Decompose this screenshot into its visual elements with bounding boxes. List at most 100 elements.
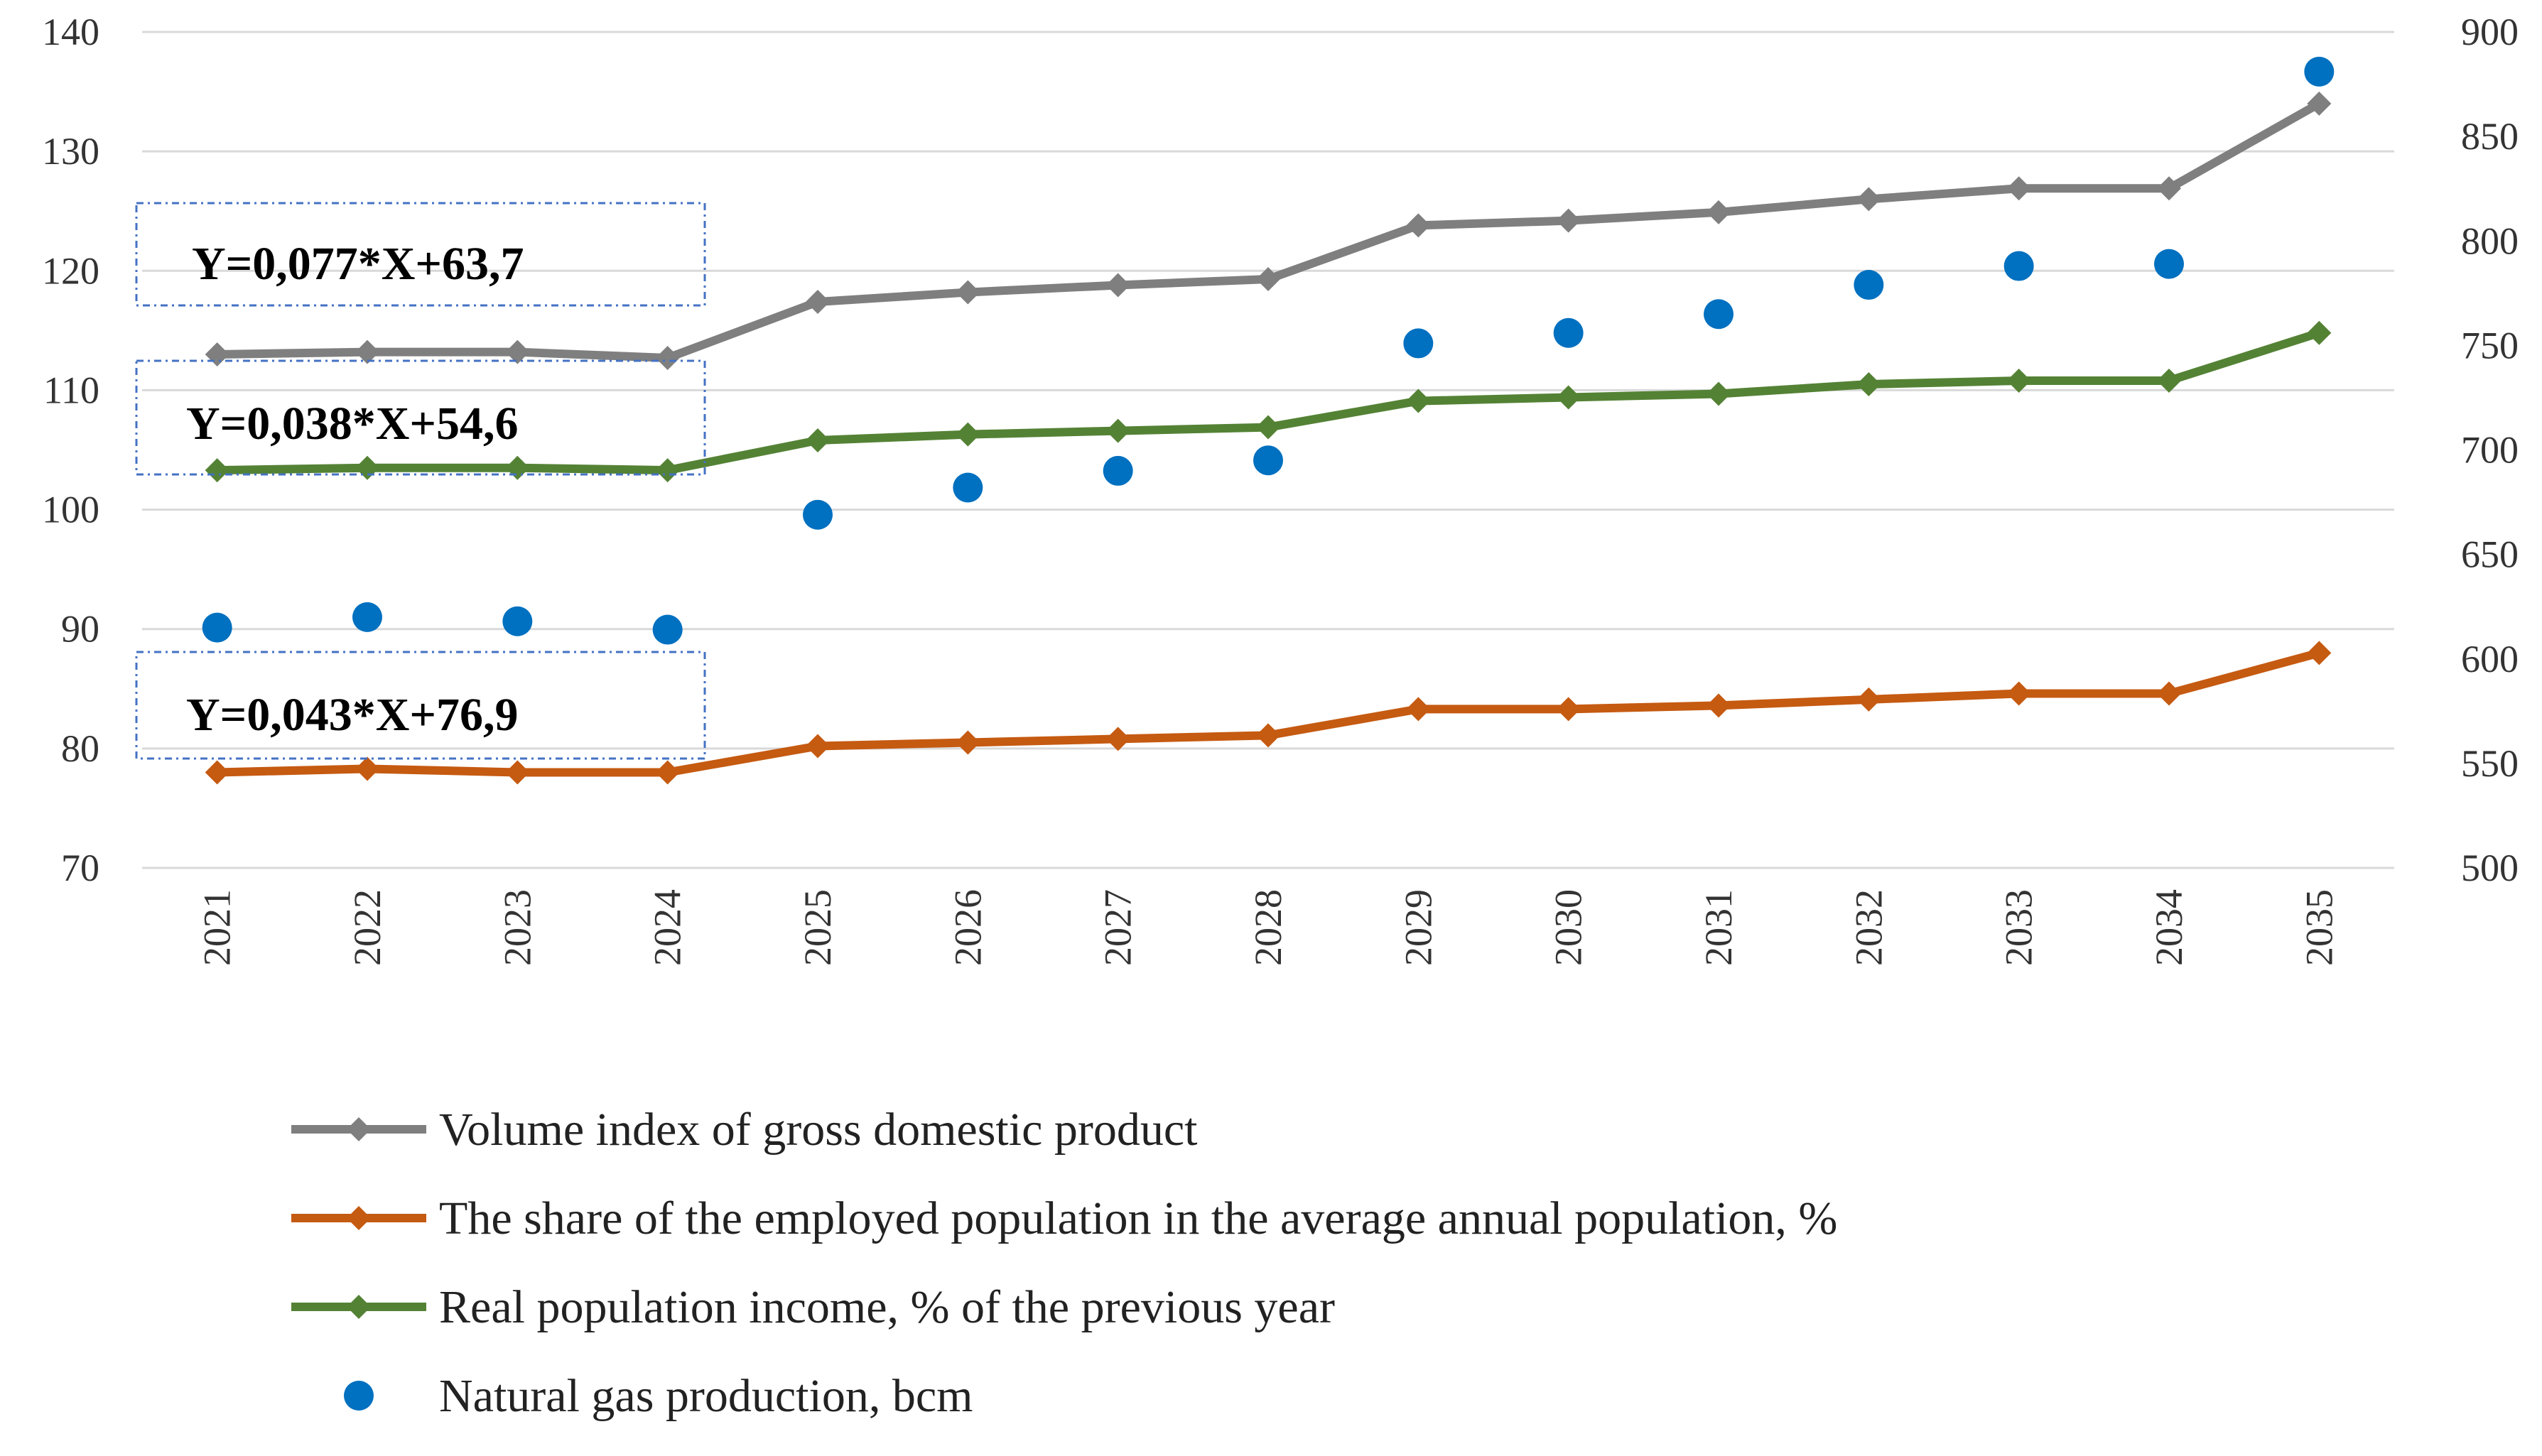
x-tick-2024: 2024 (647, 889, 689, 966)
legend: Volume index of gross domestic product Th… (291, 1104, 1837, 1422)
series-2-point-2033 (2006, 368, 2031, 393)
legend-marker-3 (344, 1381, 374, 1411)
series-3-point-2033 (2003, 251, 2034, 281)
series-0 (205, 91, 2332, 371)
y-right-tick-850: 850 (2461, 115, 2519, 158)
series-3-point-2021 (202, 612, 232, 643)
x-tick-2034: 2034 (2148, 889, 2190, 966)
series-line-0 (217, 99, 2322, 363)
series-1-point-2027 (1105, 727, 1130, 751)
x-tick-2033: 2033 (1998, 889, 2040, 966)
series-1-point-2021 (205, 760, 229, 785)
equation-gdp: Y=0,077*X+63,7 (192, 238, 524, 290)
series-3-point-2024 (652, 614, 683, 645)
y-right-tick-550: 550 (2461, 742, 2519, 785)
legend-marker-2 (347, 1295, 371, 1319)
series-3-point-2034 (2154, 249, 2184, 279)
x-tick-2021: 2021 (196, 889, 239, 966)
series-3-point-2028 (1253, 445, 1283, 476)
x-tick-2029: 2029 (1397, 889, 1439, 966)
series-1-point-2034 (2157, 681, 2181, 706)
series-group (202, 56, 2335, 785)
series-2-point-2025 (806, 428, 830, 453)
series-0-point-2025 (806, 290, 830, 315)
series-0-point-2021 (205, 342, 229, 366)
equation-box-gdp (135, 202, 706, 307)
y-right-tick-800: 800 (2461, 219, 2519, 262)
series-2-point-2022 (355, 455, 379, 480)
y-axis-left: 70 80 90 100 110 120 130 140 (42, 11, 99, 889)
x-tick-2032: 2032 (1847, 889, 1890, 966)
series-0-point-2032 (1856, 187, 1881, 212)
series-1-point-2023 (505, 760, 530, 785)
series-1 (205, 641, 2332, 785)
series-3-point-2026 (953, 472, 983, 503)
x-tick-2031: 2031 (1697, 889, 1740, 966)
y-right-tick-700: 700 (2461, 429, 2519, 472)
y-right-tick-750: 750 (2461, 324, 2519, 366)
series-3-point-2025 (803, 499, 833, 530)
y-left-tick-80: 80 (61, 727, 99, 770)
series-0-point-2029 (1406, 213, 1431, 238)
equation-employment: Y=0,043*X+76,9 (186, 689, 519, 741)
legend-label-1: The share of the employed population in … (439, 1192, 1837, 1244)
series-3-point-2022 (352, 602, 382, 632)
series-2-point-2021 (205, 458, 229, 483)
series-3-point-2035 (2304, 56, 2335, 87)
series-3-point-2032 (1854, 270, 1884, 300)
x-axis: 2021 2022 2023 2024 2025 2026 2027 2028 2029 2030… (196, 889, 2341, 966)
series-0-point-2028 (1256, 267, 1280, 292)
series-2-point-2034 (2157, 368, 2181, 393)
y-right-tick-650: 650 (2461, 533, 2519, 576)
series-0-point-2034 (2157, 176, 2181, 201)
series-2-point-2026 (956, 422, 980, 447)
series-1-point-2025 (806, 734, 830, 759)
y-left-tick-140: 140 (42, 11, 99, 53)
series-3-point-2030 (1553, 317, 1584, 348)
series-0-point-2022 (355, 339, 379, 364)
y-right-tick-500: 500 (2461, 847, 2519, 889)
series-1-point-2022 (355, 756, 379, 781)
legend-label-3: Natural gas production, bcm (439, 1370, 973, 1422)
y-left-tick-90: 90 (61, 608, 99, 651)
series-3-point-2029 (1403, 328, 1434, 359)
legend-label-0: Volume index of gross domestic product (439, 1104, 1197, 1156)
series-2-point-2029 (1406, 389, 1431, 413)
series-0-point-2030 (1556, 208, 1581, 233)
legend-marker-1 (347, 1206, 371, 1230)
series-0-point-2024 (655, 346, 680, 371)
x-tick-2027: 2027 (1097, 889, 1140, 966)
series-1-point-2032 (1856, 687, 1881, 712)
equation-box-employment (135, 651, 706, 760)
y-left-tick-110: 110 (43, 369, 99, 411)
x-tick-2035: 2035 (2298, 889, 2340, 966)
series-3-point-2027 (1103, 455, 1133, 486)
series-3-point-2031 (1704, 299, 1734, 330)
series-1-point-2030 (1556, 697, 1581, 722)
legend-label-2: Real population income, % of the previou… (439, 1281, 1335, 1333)
series-1-point-2029 (1406, 697, 1431, 722)
y-left-tick-120: 120 (42, 249, 99, 292)
series-1-point-2028 (1256, 723, 1280, 748)
series-2-point-2031 (1707, 381, 1731, 406)
x-tick-2028: 2028 (1247, 889, 1289, 966)
equation-box-income (135, 359, 706, 476)
series-3 (202, 56, 2335, 645)
series-0-point-2026 (956, 280, 980, 305)
series-3-point-2023 (502, 606, 533, 636)
series-2-point-2027 (1105, 418, 1130, 443)
series-2-point-2028 (1256, 415, 1280, 440)
series-2-point-2035 (2307, 320, 2332, 345)
x-tick-2026: 2026 (946, 889, 989, 966)
series-1-point-2024 (655, 760, 680, 785)
series-0-point-2035 (2307, 91, 2332, 116)
series-2 (205, 320, 2332, 483)
x-tick-2023: 2023 (496, 889, 539, 966)
y-right-tick-900: 900 (2461, 11, 2519, 53)
series-2-point-2024 (655, 458, 680, 483)
series-2-point-2032 (1856, 372, 1881, 397)
series-1-point-2026 (956, 730, 980, 755)
x-tick-2022: 2022 (346, 889, 389, 966)
y-axis-right: 500 550 600 650 700 750 800 850 900 (2461, 11, 2519, 889)
